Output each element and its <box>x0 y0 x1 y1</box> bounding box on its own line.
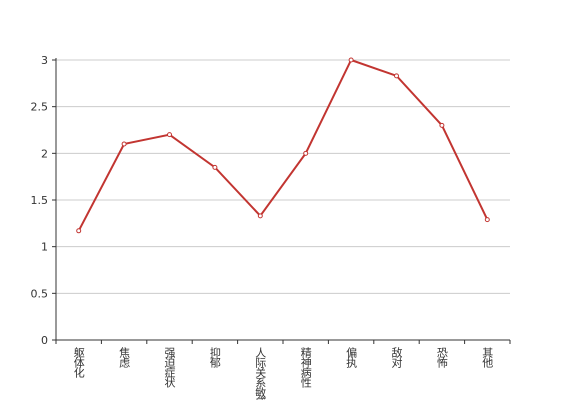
x-tick-label: 人际关系敏感 <box>254 347 267 400</box>
point <box>257 213 263 219</box>
point <box>303 150 309 156</box>
x-tick-label: 偏执 <box>345 346 358 369</box>
x-tick-label: 焦虑 <box>118 347 131 368</box>
line <box>77 58 489 232</box>
y-tick-label: 1.5 <box>31 194 49 207</box>
point <box>484 217 490 223</box>
point <box>439 122 445 128</box>
y-tick-label: 1 <box>41 241 48 254</box>
x-tick-label: 精神病性 <box>299 347 312 389</box>
x-tick-label: 恐怖 <box>435 347 448 368</box>
x-tick-label: 敌对 <box>390 346 403 368</box>
x-tick-label: 其他 <box>481 347 494 368</box>
point <box>121 141 127 147</box>
point <box>76 228 82 234</box>
y-tick-label: 0.5 <box>31 287 49 300</box>
x-tick-label: 强迫症状 <box>163 347 176 388</box>
y-tick-label: 0 <box>41 334 48 347</box>
point <box>167 132 172 138</box>
point <box>348 57 354 63</box>
y-tick-label: 3 <box>41 54 48 67</box>
x-tick-label: 躯体化 <box>72 347 85 379</box>
point <box>394 73 399 79</box>
y-tick-label: 2 <box>41 147 48 160</box>
point <box>212 164 218 170</box>
x-tick-label: 抑郁 <box>208 346 221 368</box>
y-tick-label: 2.5 <box>31 101 49 114</box>
